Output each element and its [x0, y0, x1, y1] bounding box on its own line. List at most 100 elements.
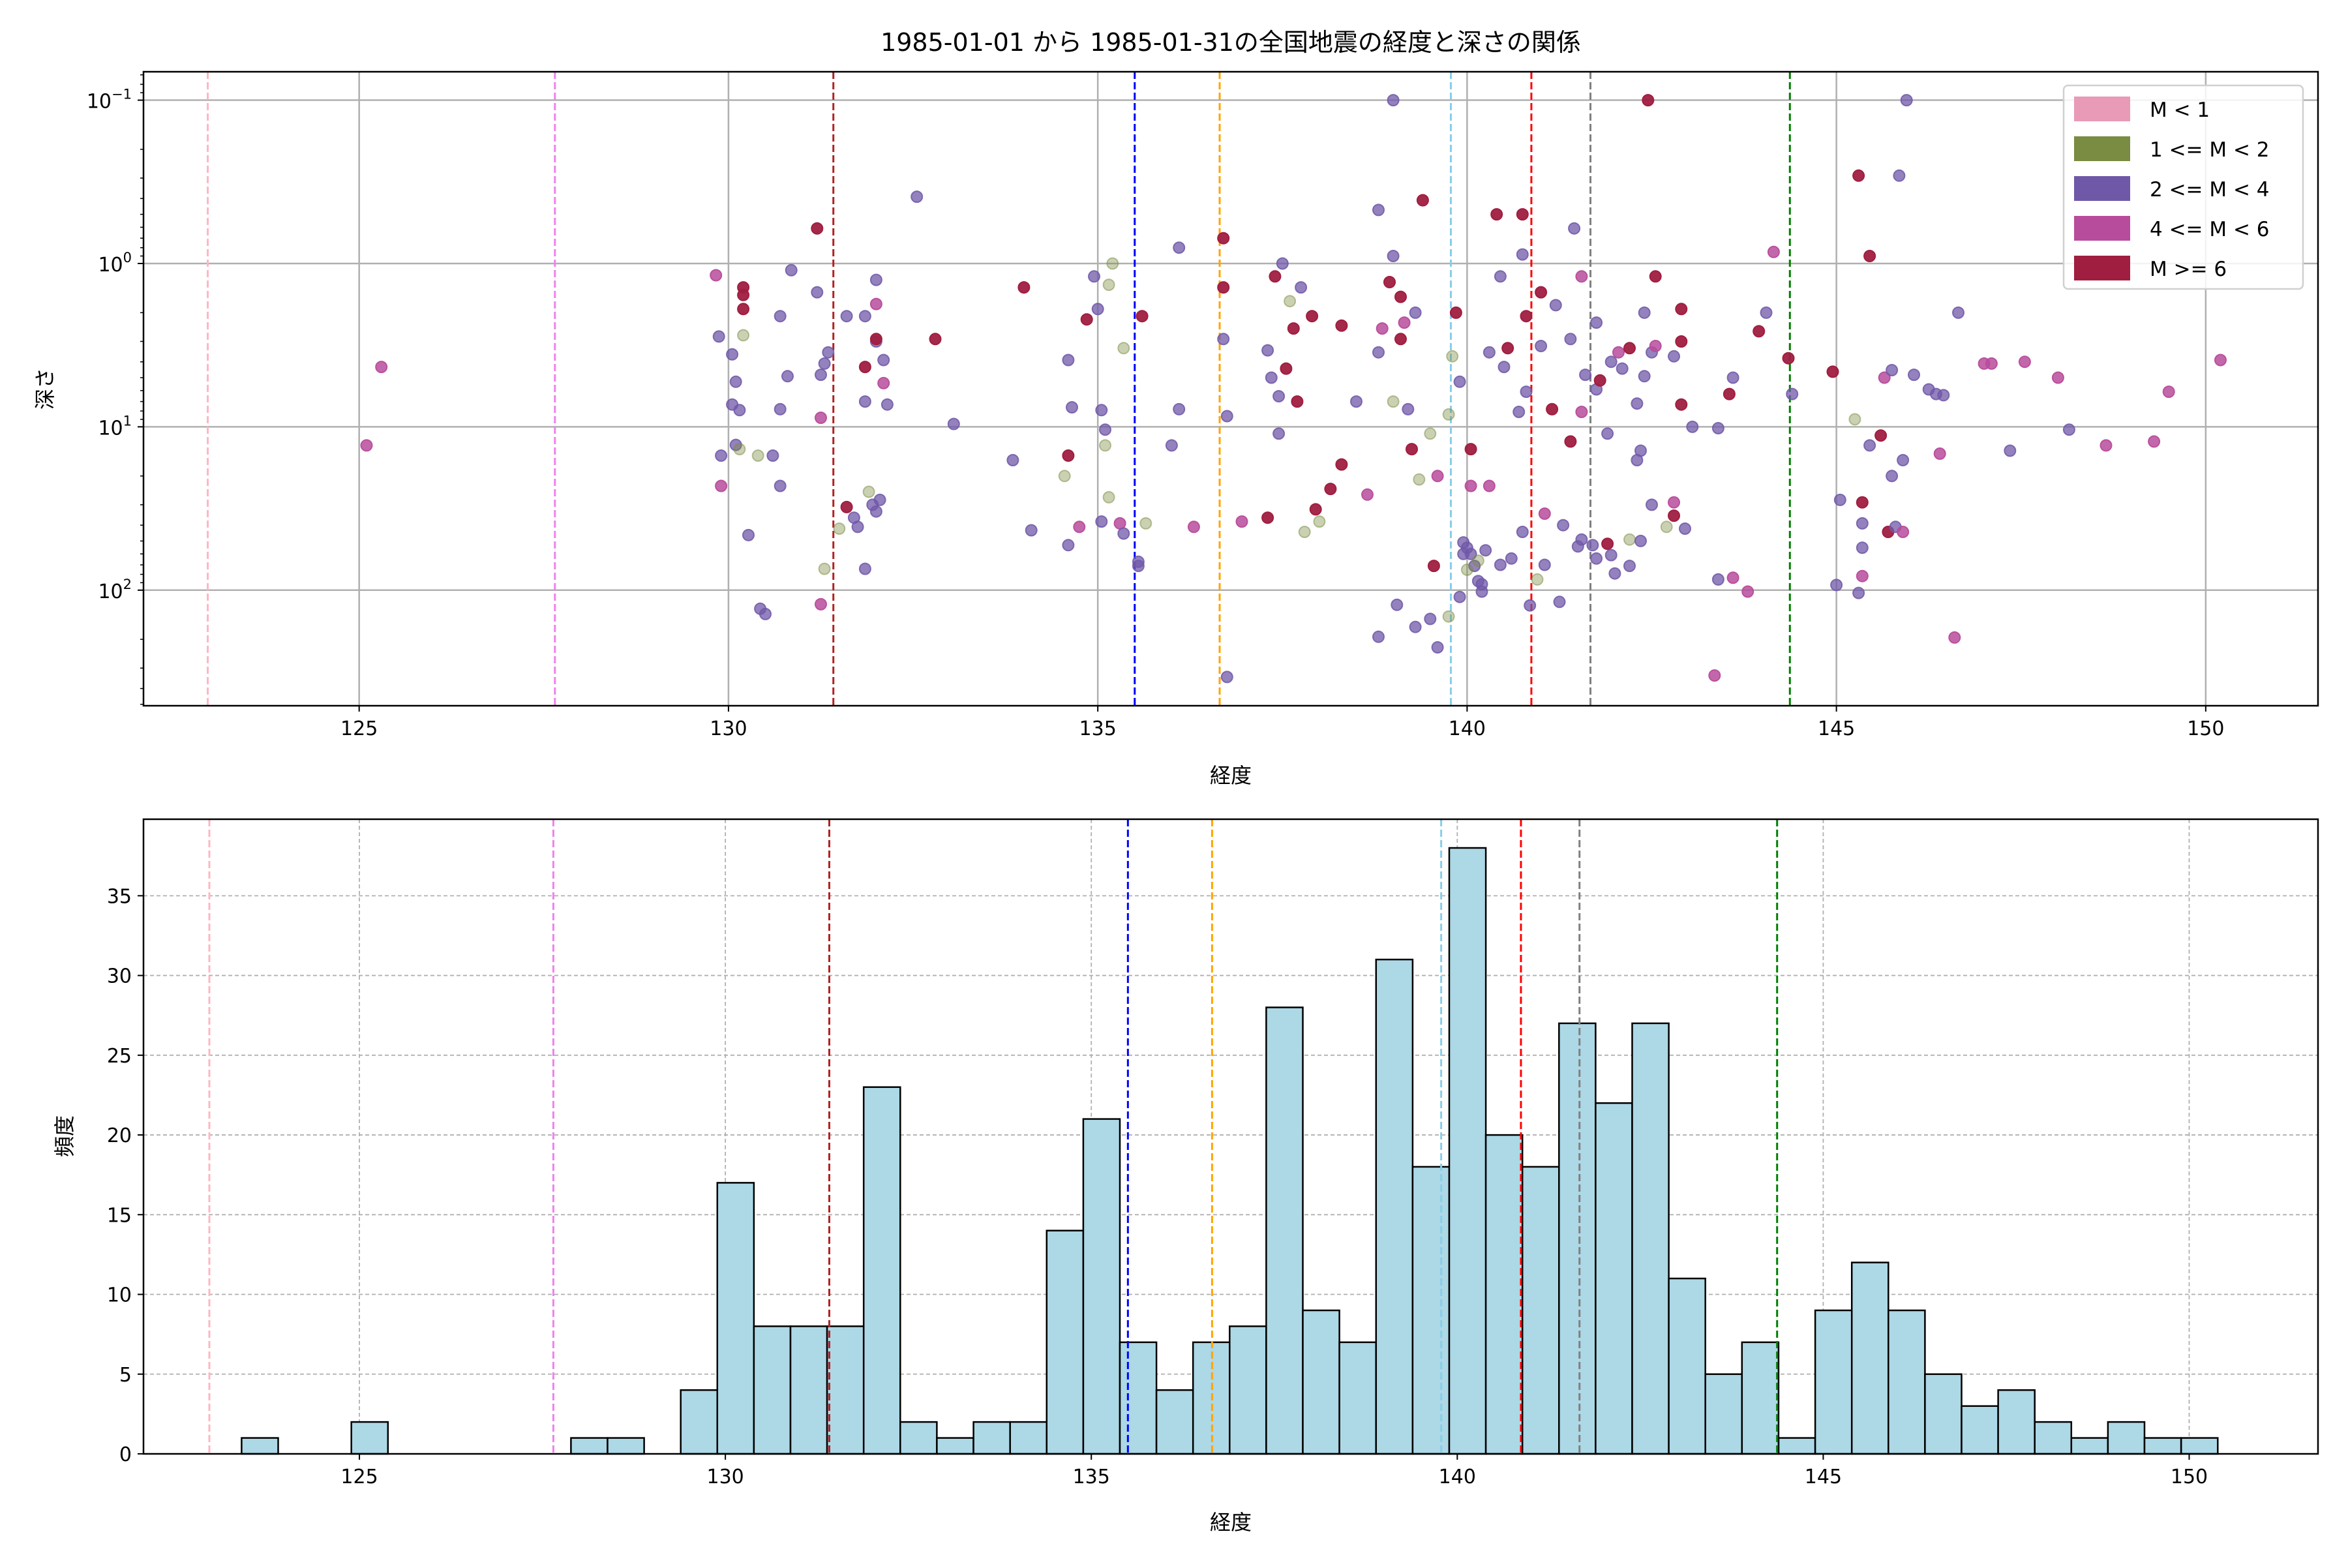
x-tick-label: 135	[1073, 1466, 1110, 1488]
data-point	[1261, 511, 1274, 524]
histogram-bar	[1009, 1421, 1048, 1455]
data-point	[1520, 385, 1533, 399]
data-point	[1856, 517, 1869, 530]
data-point	[869, 297, 882, 310]
legend-label: 4 <= M < 6	[2150, 218, 2270, 241]
data-point	[1741, 585, 1754, 598]
data-point	[1767, 245, 1780, 258]
data-point	[751, 449, 764, 462]
data-point	[1538, 558, 1551, 571]
legend: M < 1 1 <= M < 2 2 <= M < 4 4 <= M < 6 M >= …	[2062, 84, 2304, 290]
data-point	[1431, 641, 1444, 654]
data-point	[1601, 427, 1614, 440]
data-point	[1612, 346, 1625, 359]
data-point	[1575, 270, 1588, 283]
data-point	[1376, 322, 1389, 335]
data-point	[1723, 387, 1736, 400]
data-point	[1586, 539, 1599, 552]
data-point	[1726, 571, 1739, 584]
data-point	[1524, 599, 1537, 612]
y-tick-label: 20	[107, 1124, 132, 1147]
x-tick-label: 140	[1449, 717, 1486, 740]
histogram-bar	[716, 1182, 755, 1455]
data-point	[1091, 303, 1104, 316]
data-point	[1708, 669, 1721, 682]
legend-label: 2 <= M < 4	[2150, 178, 2270, 202]
data-point	[1095, 515, 1108, 528]
data-point	[1272, 427, 1286, 440]
data-point	[1675, 335, 1688, 348]
data-point	[1062, 539, 1075, 552]
histogram-ylabel: 頻度	[52, 1115, 77, 1157]
data-point	[1471, 554, 1484, 567]
data-point	[822, 346, 835, 359]
data-point	[759, 607, 772, 620]
histogram-xlabel: 経度	[1210, 1510, 1252, 1535]
data-point	[1409, 620, 1422, 633]
histogram-bar	[826, 1325, 865, 1455]
data-point	[1309, 503, 1322, 516]
data-point	[815, 369, 827, 382]
data-point	[1335, 458, 1348, 471]
data-point	[781, 370, 794, 383]
data-point	[1538, 507, 1551, 520]
data-point	[1668, 496, 1680, 509]
data-point	[869, 505, 882, 518]
histogram-bar	[1741, 1341, 1780, 1455]
data-point	[1760, 306, 1773, 319]
data-point	[1564, 435, 1577, 448]
data-point	[1464, 443, 1477, 456]
data-point	[1557, 519, 1570, 532]
histogram-bar	[1595, 1102, 1633, 1455]
data-point	[1132, 560, 1145, 573]
scatter-ylabel: 深さ	[33, 368, 57, 410]
data-point	[1088, 270, 1100, 283]
data-point	[1686, 420, 1699, 433]
data-point	[1427, 560, 1440, 573]
legend-swatch	[2074, 216, 2130, 241]
histogram-bar	[1229, 1325, 1267, 1455]
y-tick-label: 30	[107, 965, 132, 988]
data-point	[1187, 520, 1200, 534]
data-point	[873, 493, 886, 506]
histogram-bar	[1814, 1309, 1853, 1455]
data-point	[737, 303, 750, 316]
data-point	[1335, 319, 1348, 332]
data-point	[729, 375, 742, 388]
data-point	[815, 597, 827, 611]
data-point	[1985, 357, 1998, 370]
data-point	[1220, 410, 1233, 423]
data-point	[1878, 371, 1891, 384]
data-point	[1897, 454, 1910, 466]
data-point	[1099, 423, 1111, 436]
data-point	[1313, 515, 1326, 528]
data-point	[840, 500, 853, 513]
data-point	[1424, 427, 1437, 440]
data-point	[2214, 354, 2227, 367]
data-point	[1546, 402, 1559, 415]
x-tick-label: 150	[2187, 717, 2224, 740]
data-point	[1173, 241, 1186, 254]
data-point	[1387, 250, 1400, 262]
data-point	[1372, 630, 1385, 643]
data-point	[858, 361, 871, 374]
data-point	[1490, 208, 1503, 221]
data-point	[715, 449, 728, 462]
data-point	[774, 402, 787, 415]
data-point	[1863, 439, 1876, 452]
histogram-bar	[862, 1086, 901, 1455]
histogram-bar	[972, 1421, 1011, 1455]
data-point	[1017, 281, 1031, 294]
data-point	[1483, 479, 1496, 492]
data-point	[1372, 204, 1385, 217]
data-point	[1623, 342, 1636, 355]
data-point	[1726, 371, 1739, 384]
data-point	[1833, 493, 1846, 506]
histogram-bar	[1155, 1389, 1194, 1455]
data-point	[1217, 281, 1230, 294]
y-tick-label: 35	[107, 885, 132, 908]
data-point	[869, 273, 882, 286]
data-point	[811, 286, 824, 299]
data-point	[1675, 398, 1688, 411]
